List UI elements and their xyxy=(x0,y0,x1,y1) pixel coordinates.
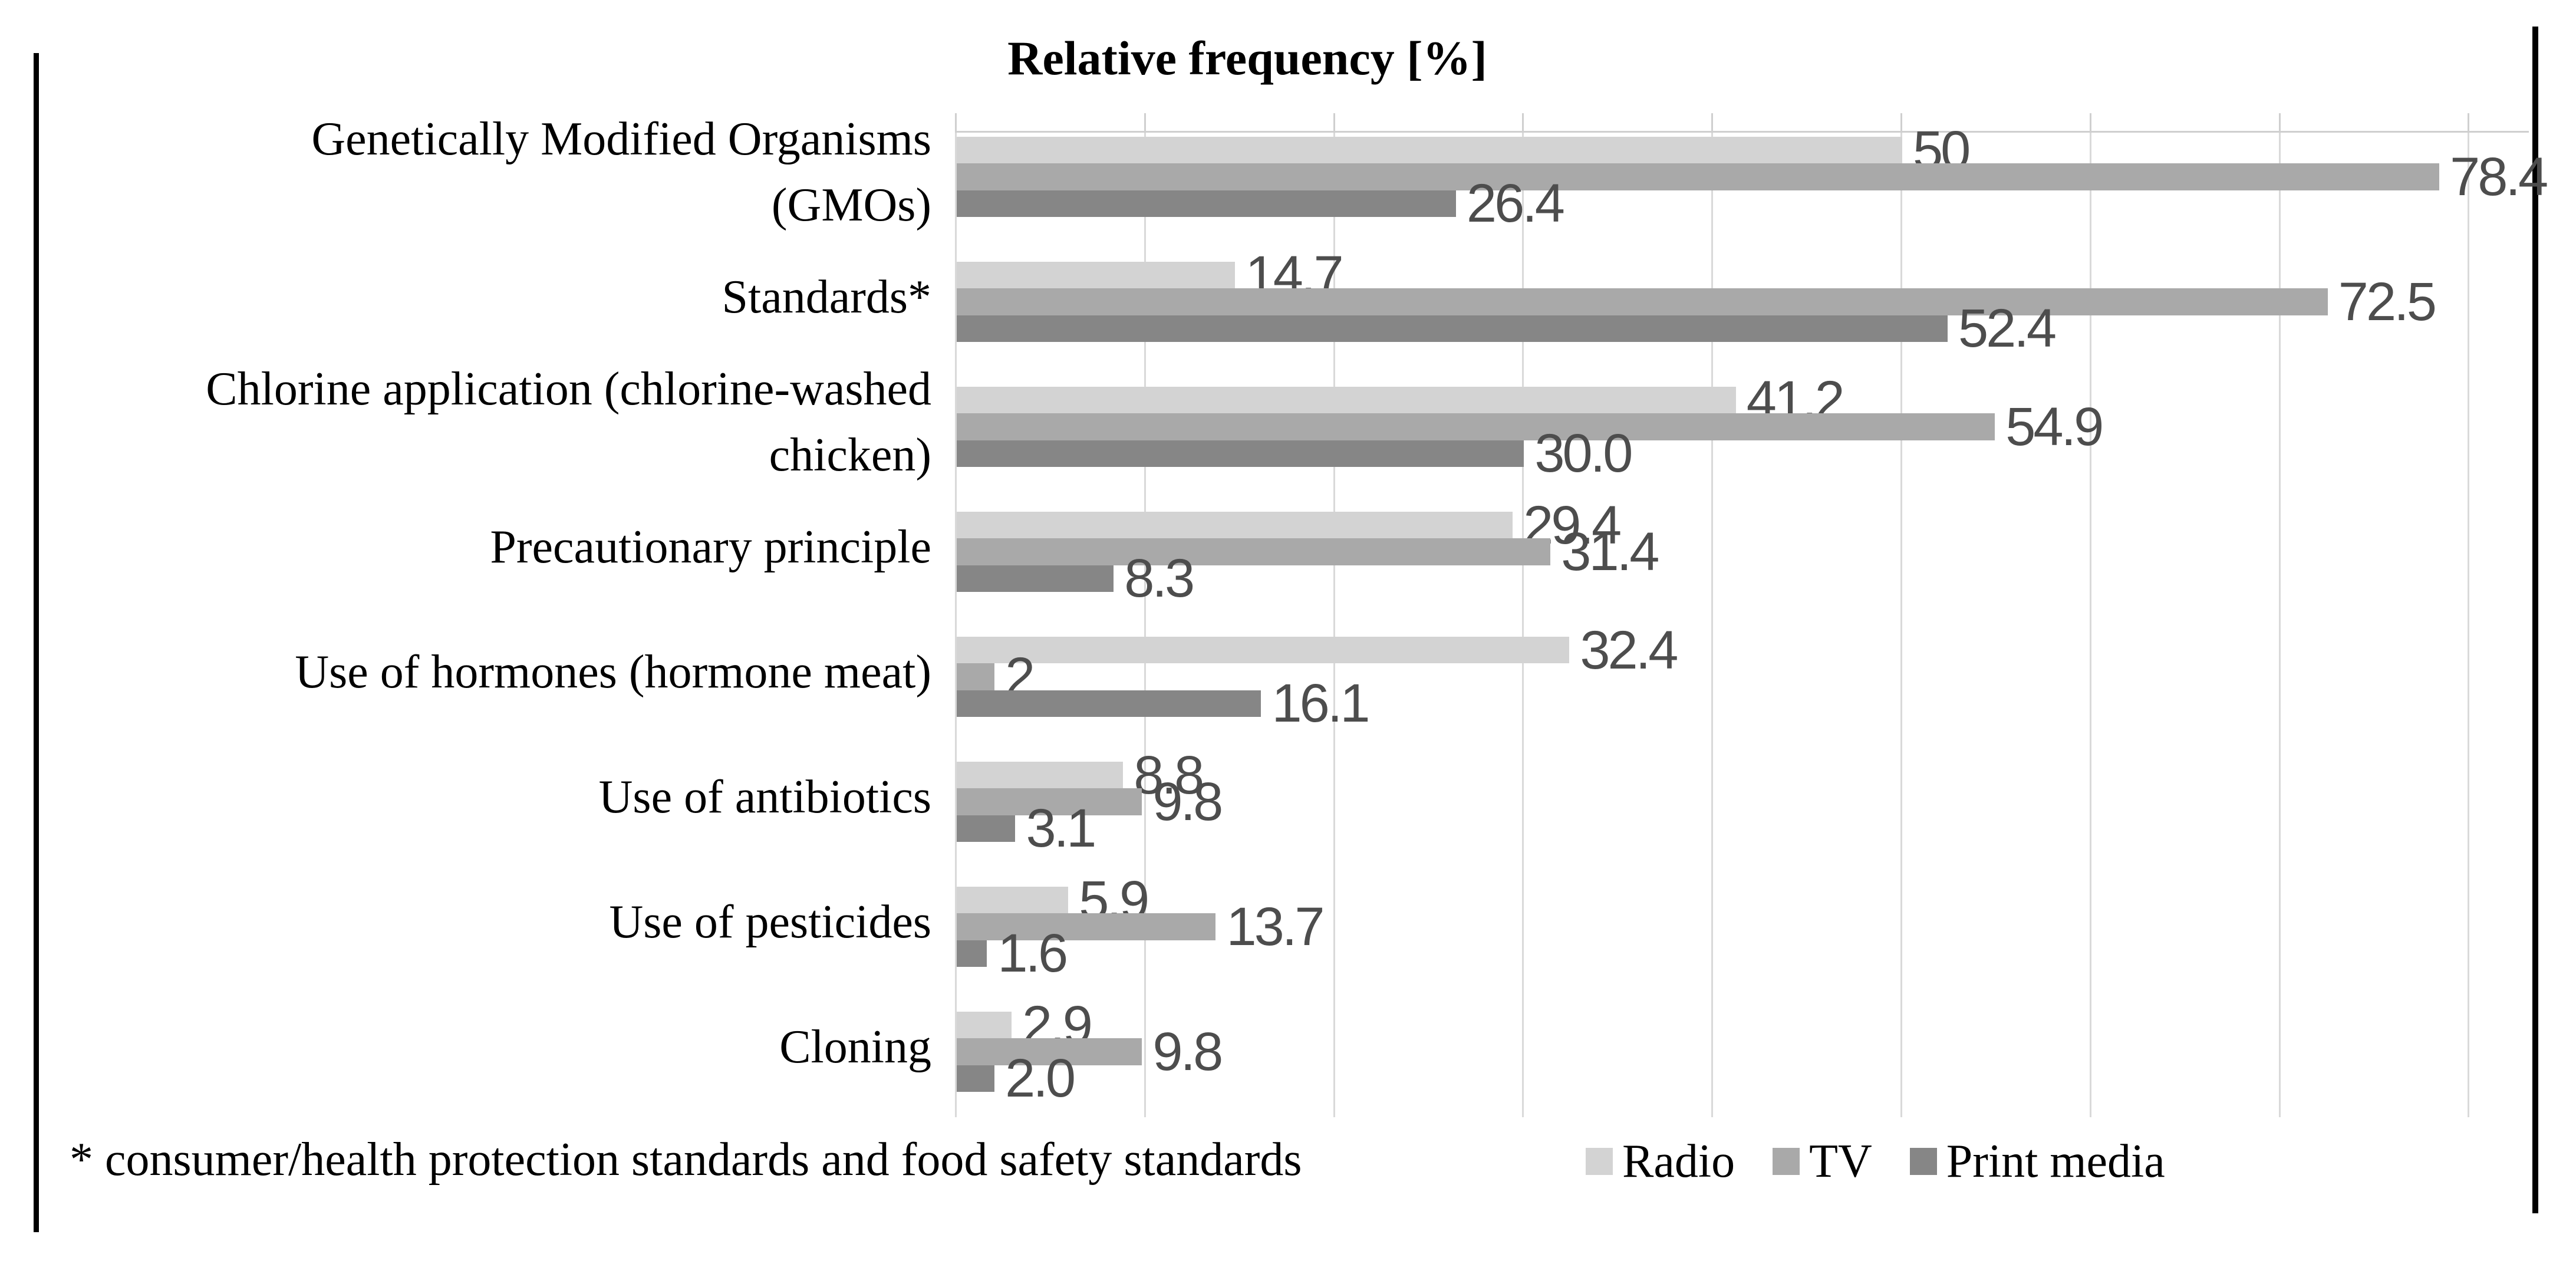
axis-tick-30 xyxy=(1522,113,1524,132)
gridline-70 xyxy=(2278,133,2281,1117)
value-label-tv-row2: 54.9 xyxy=(2005,396,2104,457)
axis-tick-60 xyxy=(2089,113,2091,132)
value-label-tv-row0: 78.4 xyxy=(2450,146,2548,207)
value-label-print-media-row7: 2.0 xyxy=(1005,1048,1076,1109)
legend-item-print-media: Print media xyxy=(1909,1133,2165,1190)
bar-tv-row2 xyxy=(957,413,1995,440)
legend-label-radio: Radio xyxy=(1622,1135,1735,1187)
category-label-line: Genetically Modified Organisms xyxy=(311,113,931,165)
bar-print-media-row0 xyxy=(957,190,1456,217)
value-label-print-media-row3: 8.3 xyxy=(1124,548,1195,609)
bar-tv-row1 xyxy=(957,288,2328,315)
legend-label-print-media: Print media xyxy=(1946,1135,2165,1187)
value-label-print-media-row0: 26.4 xyxy=(1466,173,1565,234)
category-label-line: (GMOs) xyxy=(771,179,931,231)
axis-tick-0 xyxy=(955,113,957,132)
category-label-row3: Precautionary principle xyxy=(490,514,931,580)
bar-radio-row2 xyxy=(957,387,1736,414)
value-label-print-media-row6: 1.6 xyxy=(997,923,1068,984)
bar-print-media-row3 xyxy=(957,565,1114,592)
value-label-print-media-row1: 52.4 xyxy=(1958,298,2057,359)
axis-tick-20 xyxy=(1333,113,1335,132)
bar-print-media-row4 xyxy=(957,690,1261,717)
value-label-tv-row6: 13.7 xyxy=(1226,896,1325,957)
value-axis-line xyxy=(955,131,2529,133)
category-label-line: chicken) xyxy=(769,429,931,481)
category-label-row1: Standards* xyxy=(722,264,931,330)
bar-radio-row0 xyxy=(957,137,1902,164)
category-label-line: Use of antibiotics xyxy=(598,771,931,823)
legend-label-tv: TV xyxy=(1809,1135,1872,1187)
axis-tick-10 xyxy=(1144,113,1146,132)
footnote: * consumer/health protection standards a… xyxy=(70,1134,1302,1186)
category-label-line: Standards* xyxy=(722,271,931,323)
bar-radio-row7 xyxy=(957,1012,1012,1039)
category-label-line: Use of hormones (hormone meat) xyxy=(295,646,931,698)
bar-tv-row6 xyxy=(957,913,1216,940)
axis-tick-40 xyxy=(1711,113,1714,132)
bar-print-media-row5 xyxy=(957,815,1016,842)
gridline-20 xyxy=(1333,133,1335,1117)
category-label-line: Use of pesticides xyxy=(609,896,931,948)
bar-radio-row5 xyxy=(957,762,1124,789)
tv-swatch-icon xyxy=(1773,1148,1800,1175)
left-table-border xyxy=(34,53,39,1232)
chart-title: Relative frequency [%] xyxy=(1007,31,1487,85)
bar-print-media-row1 xyxy=(957,315,1948,342)
bar-print-media-row6 xyxy=(957,940,987,967)
category-label-row2: Chlorine application (chlorine-washed chi… xyxy=(206,356,931,488)
axis-tick-70 xyxy=(2278,113,2281,132)
category-label-line: Cloning xyxy=(779,1021,931,1073)
legend-item-tv: TV xyxy=(1773,1133,1872,1190)
category-label-row4: Use of hormones (hormone meat) xyxy=(295,639,931,705)
radio-swatch-icon xyxy=(1586,1148,1613,1175)
category-label-row0: Genetically Modified Organisms (GMOs) xyxy=(311,106,931,238)
axis-tick-80 xyxy=(2468,113,2470,132)
gridline-0 xyxy=(955,133,957,1117)
bar-radio-row1 xyxy=(957,262,1235,289)
value-label-print-media-row4: 16.1 xyxy=(1271,673,1370,734)
value-label-radio-row4: 32.4 xyxy=(1580,620,1678,680)
category-label-line: Chlorine application (chlorine-washed xyxy=(206,363,931,415)
value-label-tv-row5: 9.8 xyxy=(1152,771,1223,832)
gridline-50 xyxy=(1900,133,1902,1117)
bar-print-media-row7 xyxy=(957,1065,995,1092)
bar-print-media-row2 xyxy=(957,440,1524,467)
bar-tv-row4 xyxy=(957,663,995,690)
bar-tv-row0 xyxy=(957,163,2440,190)
gridline-80 xyxy=(2468,133,2470,1117)
legend: Radio TV Print media xyxy=(1586,1133,2203,1190)
gridline-30 xyxy=(1522,133,1524,1117)
value-label-radio-row5: 8.8 xyxy=(1134,745,1204,805)
bar-radio-row6 xyxy=(957,887,1069,914)
value-label-print-media-row2: 30.0 xyxy=(1534,423,1633,484)
value-label-print-media-row5: 3.1 xyxy=(1026,798,1096,859)
bar-radio-row4 xyxy=(957,637,1570,664)
axis-tick-50 xyxy=(1900,113,1902,132)
category-label-line: Precautionary principle xyxy=(490,521,931,573)
category-label-row7: Cloning xyxy=(779,1014,931,1080)
gridline-60 xyxy=(2089,133,2091,1117)
gridline-40 xyxy=(1711,133,1714,1117)
value-label-tv-row1: 72.5 xyxy=(2338,271,2437,332)
value-label-tv-row3: 31.4 xyxy=(1561,521,1659,582)
bar-tv-row3 xyxy=(957,538,1551,565)
bar-tv-row5 xyxy=(957,788,1142,815)
category-label-row6: Use of pesticides xyxy=(609,889,931,955)
bar-radio-row3 xyxy=(957,512,1513,539)
bar-tv-row7 xyxy=(957,1038,1142,1065)
print-media-swatch-icon xyxy=(1909,1148,1937,1175)
gridline-10 xyxy=(1144,133,1146,1117)
category-label-row5: Use of antibiotics xyxy=(599,764,931,830)
right-table-border xyxy=(2532,27,2538,1213)
legend-item-radio: Radio xyxy=(1586,1133,1735,1190)
value-label-tv-row7: 9.8 xyxy=(1152,1021,1223,1082)
